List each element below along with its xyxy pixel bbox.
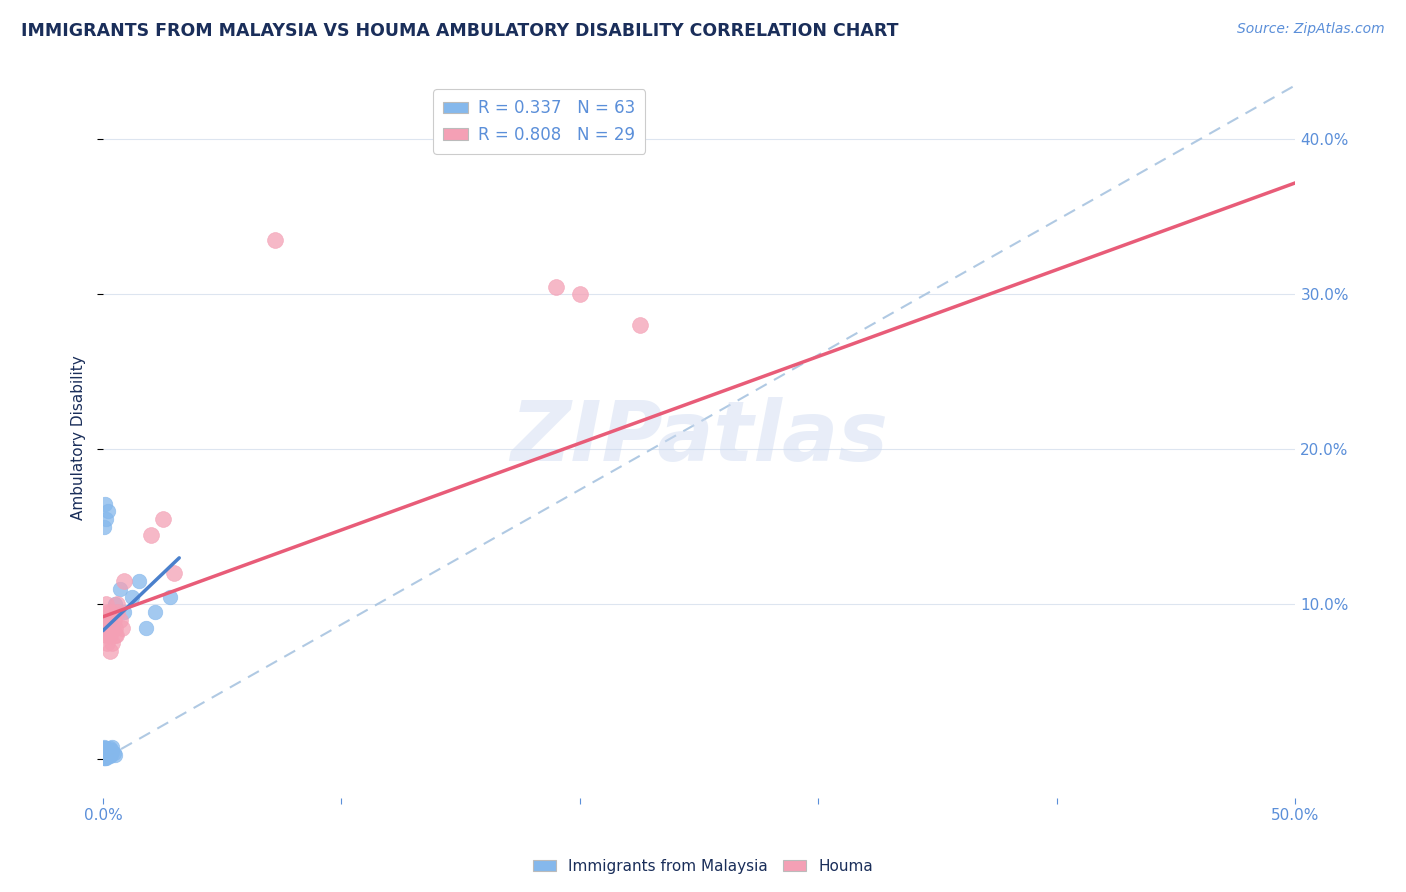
Point	[94, 613, 117, 627]
Point	[97, 743, 120, 757]
Point	[94, 749, 117, 764]
Point	[546, 279, 568, 293]
Point	[97, 747, 120, 762]
Point	[105, 628, 128, 642]
Point	[97, 745, 120, 759]
Point	[98, 741, 121, 756]
Point	[97, 746, 120, 760]
Point	[94, 747, 117, 762]
Point	[628, 318, 651, 333]
Text: ZIPatlas: ZIPatlas	[510, 397, 889, 478]
Point	[108, 613, 131, 627]
Point	[93, 741, 115, 756]
Point	[93, 751, 115, 765]
Point	[94, 621, 117, 635]
Point	[98, 628, 121, 642]
Point	[135, 621, 157, 635]
Point	[94, 743, 117, 757]
Point	[97, 613, 120, 627]
Point	[97, 747, 120, 762]
Legend: Immigrants from Malaysia, Houma: Immigrants from Malaysia, Houma	[527, 853, 879, 880]
Point	[97, 746, 120, 760]
Point	[159, 590, 181, 604]
Point	[94, 497, 117, 511]
Text: IMMIGRANTS FROM MALAYSIA VS HOUMA AMBULATORY DISABILITY CORRELATION CHART: IMMIGRANTS FROM MALAYSIA VS HOUMA AMBULA…	[21, 22, 898, 40]
Point	[96, 636, 118, 650]
Point	[112, 574, 135, 588]
Point	[104, 598, 127, 612]
Point	[104, 621, 127, 635]
Point	[104, 747, 127, 762]
Point	[98, 644, 121, 658]
Point	[145, 605, 167, 619]
Point	[93, 739, 115, 754]
Point	[97, 749, 120, 764]
Point	[263, 233, 285, 247]
Point	[98, 613, 121, 627]
Point	[96, 747, 118, 762]
Point	[121, 590, 143, 604]
Point	[94, 743, 117, 757]
Point	[97, 747, 120, 762]
Point	[96, 747, 118, 762]
Point	[98, 747, 121, 762]
Point	[105, 605, 128, 619]
Point	[96, 751, 118, 765]
Point	[94, 751, 117, 765]
Point	[94, 598, 117, 612]
Point	[97, 743, 120, 757]
Point	[104, 628, 127, 642]
Point	[96, 746, 118, 760]
Point	[98, 746, 121, 760]
Point	[94, 747, 117, 762]
Point	[94, 743, 117, 757]
Point	[111, 621, 134, 635]
Point	[97, 605, 120, 619]
Point	[93, 749, 115, 764]
Point	[93, 520, 115, 534]
Point	[96, 741, 118, 756]
Point	[96, 745, 118, 759]
Point	[163, 566, 186, 581]
Point	[112, 605, 135, 619]
Point	[94, 749, 117, 764]
Point	[97, 621, 120, 635]
Point	[101, 739, 124, 754]
Point	[97, 745, 120, 759]
Point	[100, 605, 122, 619]
Point	[93, 751, 115, 765]
Point	[94, 741, 117, 756]
Point	[96, 628, 118, 642]
Point	[100, 743, 122, 757]
Point	[108, 582, 131, 596]
Point	[128, 574, 150, 588]
Point	[98, 749, 121, 764]
Point	[105, 598, 128, 612]
Point	[96, 746, 118, 760]
Point	[97, 746, 120, 760]
Point	[568, 287, 591, 301]
Point	[103, 613, 125, 627]
Point	[103, 746, 125, 760]
Point	[96, 512, 118, 526]
Point	[101, 621, 124, 635]
Point	[93, 745, 115, 759]
Legend: R = 0.337   N = 63, R = 0.808   N = 29: R = 0.337 N = 63, R = 0.808 N = 29	[433, 89, 645, 153]
Point	[152, 512, 174, 526]
Point	[139, 527, 162, 541]
Point	[94, 745, 117, 759]
Point	[96, 745, 118, 759]
Y-axis label: Ambulatory Disability: Ambulatory Disability	[72, 355, 86, 520]
Point	[94, 749, 117, 764]
Point	[100, 743, 122, 757]
Point	[97, 746, 120, 760]
Text: Source: ZipAtlas.com: Source: ZipAtlas.com	[1237, 22, 1385, 37]
Point	[94, 746, 117, 760]
Point	[101, 745, 124, 759]
Point	[101, 636, 124, 650]
Point	[94, 747, 117, 762]
Point	[98, 745, 121, 759]
Point	[97, 504, 120, 518]
